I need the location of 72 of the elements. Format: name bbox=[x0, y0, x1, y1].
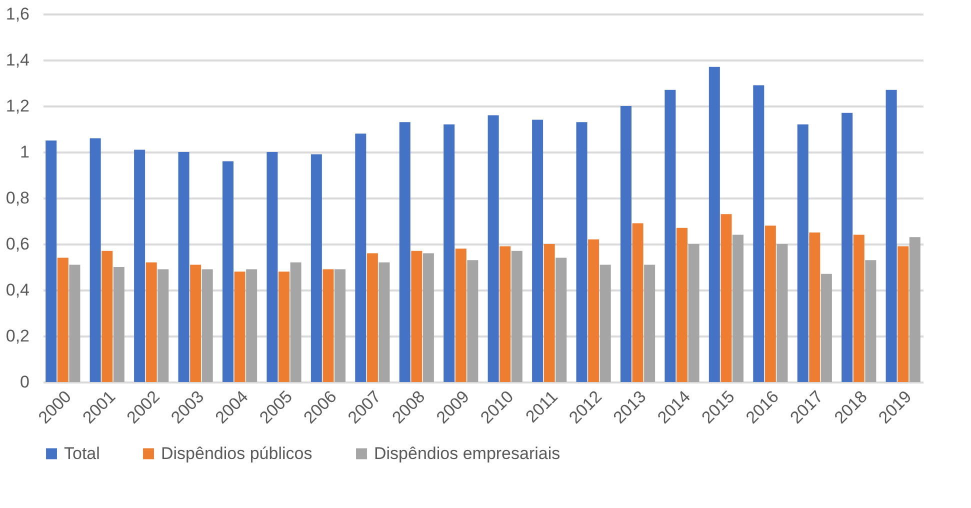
y-tick-label: 1,2 bbox=[6, 96, 30, 116]
y-tick-label: 0 bbox=[20, 372, 30, 392]
bar bbox=[588, 239, 600, 382]
bar bbox=[422, 253, 434, 382]
bar bbox=[842, 112, 853, 382]
bar bbox=[102, 250, 113, 382]
bar bbox=[411, 250, 422, 382]
bar bbox=[334, 269, 346, 382]
bar bbox=[898, 246, 909, 382]
bar bbox=[753, 85, 764, 382]
bar bbox=[322, 269, 334, 382]
y-tick-label: 1 bbox=[20, 142, 30, 162]
bar bbox=[222, 161, 234, 382]
bar bbox=[134, 150, 146, 382]
bar bbox=[620, 106, 632, 382]
bar bbox=[909, 237, 920, 382]
y-tick-label: 0,2 bbox=[6, 326, 30, 346]
bar bbox=[90, 138, 101, 382]
bar bbox=[532, 120, 544, 382]
bar bbox=[688, 244, 700, 382]
bar bbox=[455, 248, 466, 382]
bar bbox=[278, 272, 290, 382]
bar bbox=[158, 269, 169, 382]
bar bbox=[576, 122, 588, 382]
bar bbox=[310, 154, 322, 382]
bar bbox=[444, 124, 455, 382]
bar bbox=[853, 234, 864, 382]
bar bbox=[46, 140, 57, 382]
bar bbox=[556, 258, 567, 382]
bar bbox=[865, 260, 876, 382]
bar bbox=[146, 262, 157, 382]
legend-label: Total bbox=[64, 444, 100, 463]
bar bbox=[664, 90, 676, 382]
bar bbox=[190, 264, 202, 382]
bar bbox=[378, 262, 390, 382]
bar bbox=[290, 262, 302, 382]
bar bbox=[600, 264, 611, 382]
y-tick-label: 0,4 bbox=[6, 280, 30, 300]
bar bbox=[797, 124, 808, 382]
bar bbox=[511, 250, 522, 382]
bar bbox=[178, 152, 190, 382]
bar bbox=[720, 214, 732, 382]
bar bbox=[809, 232, 820, 382]
y-tick-label: 1,6 bbox=[6, 4, 30, 24]
bar bbox=[246, 269, 258, 382]
bar bbox=[234, 272, 246, 382]
bar bbox=[488, 115, 499, 382]
bar bbox=[764, 226, 776, 382]
bar bbox=[820, 274, 832, 382]
legend-label: Dispêndios empresariais bbox=[374, 444, 560, 463]
bar bbox=[69, 264, 80, 382]
bar bbox=[732, 234, 744, 382]
bar bbox=[632, 223, 644, 382]
bar bbox=[113, 267, 124, 382]
legend-label: Dispêndios públicos bbox=[161, 444, 312, 463]
bar bbox=[544, 244, 555, 382]
bar bbox=[467, 260, 478, 382]
bar bbox=[355, 134, 366, 382]
y-tick-label: 0,6 bbox=[6, 234, 30, 254]
bar bbox=[399, 122, 410, 382]
bar bbox=[366, 253, 378, 382]
bar bbox=[202, 269, 213, 382]
bar bbox=[57, 258, 68, 382]
bar bbox=[676, 228, 688, 382]
bar bbox=[500, 246, 511, 382]
bar bbox=[886, 90, 897, 382]
bar bbox=[776, 244, 788, 382]
bar bbox=[266, 152, 278, 382]
bar bbox=[708, 66, 720, 382]
bar bbox=[644, 264, 656, 382]
y-tick-label: 0,8 bbox=[6, 188, 30, 208]
y-tick-label: 1,4 bbox=[6, 50, 30, 70]
